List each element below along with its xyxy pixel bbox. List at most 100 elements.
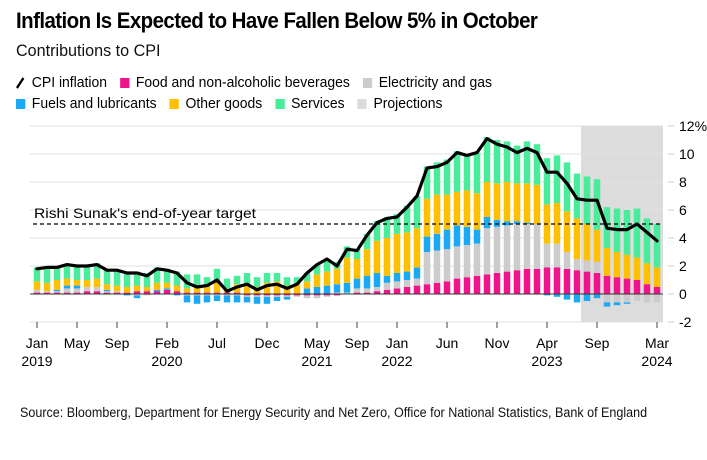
bar-segment bbox=[473, 193, 481, 230]
bar-segment bbox=[523, 183, 531, 223]
bar-segment bbox=[443, 159, 451, 195]
bar-segment bbox=[413, 196, 421, 229]
y-tick-label: -2 bbox=[679, 314, 692, 330]
bar-segment bbox=[593, 261, 601, 273]
bar-segment bbox=[203, 292, 211, 294]
bar-segment bbox=[643, 284, 651, 294]
bar-segment bbox=[443, 249, 451, 282]
bar-segment bbox=[153, 289, 161, 292]
bar-segment bbox=[173, 285, 181, 292]
bar-segment bbox=[643, 294, 651, 303]
bar-segment bbox=[413, 267, 421, 279]
bar-segment bbox=[513, 221, 521, 224]
x-tick-month: May bbox=[304, 335, 330, 351]
bar-segment bbox=[493, 273, 501, 294]
bar-segment bbox=[613, 252, 621, 278]
bar-segment bbox=[583, 224, 591, 261]
bar-segment bbox=[193, 274, 201, 287]
bar-segment bbox=[353, 278, 361, 289]
bar-segment bbox=[93, 263, 101, 279]
y-tick-label: 4 bbox=[679, 230, 687, 246]
line-swatch-icon bbox=[16, 76, 25, 89]
bar-segment bbox=[413, 228, 421, 268]
bar-segment bbox=[173, 271, 181, 286]
y-tick-label: 12% bbox=[679, 118, 707, 134]
bar-segment bbox=[63, 278, 71, 286]
bar-segment bbox=[263, 296, 271, 304]
bar-segment bbox=[73, 264, 81, 280]
bar-segment bbox=[103, 289, 111, 292]
bar-segment bbox=[103, 292, 111, 294]
bar-segment bbox=[53, 266, 61, 280]
bar-segment bbox=[533, 144, 541, 185]
bar-segment bbox=[83, 291, 91, 294]
y-tick-label: 2 bbox=[679, 258, 687, 274]
bar-segment bbox=[373, 221, 381, 241]
bar-segment bbox=[383, 217, 391, 238]
bar-segment bbox=[83, 264, 91, 280]
bar-segment bbox=[593, 229, 601, 262]
bar-segment bbox=[503, 271, 511, 294]
bar-segment bbox=[353, 292, 361, 294]
bar-segment bbox=[503, 221, 511, 226]
bar-segment bbox=[83, 287, 91, 292]
fuel-swatch-icon bbox=[16, 98, 26, 109]
x-tick-year: 2022 bbox=[381, 353, 412, 369]
bar-segment bbox=[53, 289, 61, 292]
target-label: Rishi Sunak's end-of-year target bbox=[34, 205, 256, 221]
bar-segment bbox=[393, 273, 401, 282]
bar-segment bbox=[623, 278, 631, 294]
y-tick-label: 8 bbox=[679, 174, 687, 190]
bar-segment bbox=[593, 294, 601, 299]
x-tick-year: 2024 bbox=[641, 353, 672, 369]
bar-segment bbox=[603, 247, 611, 276]
bar-segment bbox=[333, 284, 341, 293]
bar-segment bbox=[193, 295, 201, 304]
bar-segment bbox=[403, 287, 411, 294]
bar-segment bbox=[163, 288, 171, 290]
bar-segment bbox=[293, 294, 301, 296]
bar-segment bbox=[453, 278, 461, 294]
legend-item-services: Services bbox=[275, 93, 345, 114]
bar-segment bbox=[383, 275, 391, 283]
bar-segment bbox=[243, 284, 251, 294]
bar-segment bbox=[653, 267, 661, 287]
bar-segment bbox=[213, 294, 221, 296]
bar-segment bbox=[213, 281, 221, 293]
bar-segment bbox=[363, 292, 371, 294]
bar-segment bbox=[33, 267, 41, 282]
bar-segment bbox=[303, 281, 311, 289]
bar-segment bbox=[253, 295, 261, 297]
bar-segment bbox=[173, 294, 181, 296]
bar-segment bbox=[553, 267, 561, 294]
bar-segment bbox=[523, 224, 531, 269]
bar-segment bbox=[303, 295, 311, 299]
bar-segment bbox=[263, 273, 271, 283]
bar-segment bbox=[213, 295, 221, 301]
bar-segment bbox=[243, 294, 251, 296]
bar-segment bbox=[93, 287, 101, 292]
bar-segment bbox=[613, 277, 621, 294]
bar-segment bbox=[633, 294, 641, 301]
x-tick-month: Feb bbox=[155, 335, 179, 351]
legend-item-cpi: CPI inflation bbox=[16, 72, 107, 93]
bar-segment bbox=[563, 162, 571, 212]
bar-segment bbox=[263, 282, 271, 294]
bar-segment bbox=[113, 291, 121, 293]
bar-segment bbox=[573, 294, 581, 303]
bar-segment bbox=[563, 252, 571, 269]
bar-segment bbox=[93, 291, 101, 294]
bar-segment bbox=[203, 295, 211, 303]
bar-segment bbox=[183, 292, 191, 294]
other-swatch-icon bbox=[169, 98, 179, 109]
bar-segment bbox=[323, 295, 331, 297]
x-tick-year: 2023 bbox=[531, 353, 562, 369]
bar-segment bbox=[473, 229, 481, 244]
bar-segment bbox=[433, 194, 441, 234]
bar-segment bbox=[623, 302, 631, 304]
bar-segment bbox=[273, 296, 281, 301]
bar-segment bbox=[503, 141, 511, 182]
legend-label-services: Services bbox=[291, 95, 345, 112]
bar-segment bbox=[173, 291, 181, 294]
bar-segment bbox=[553, 294, 561, 297]
